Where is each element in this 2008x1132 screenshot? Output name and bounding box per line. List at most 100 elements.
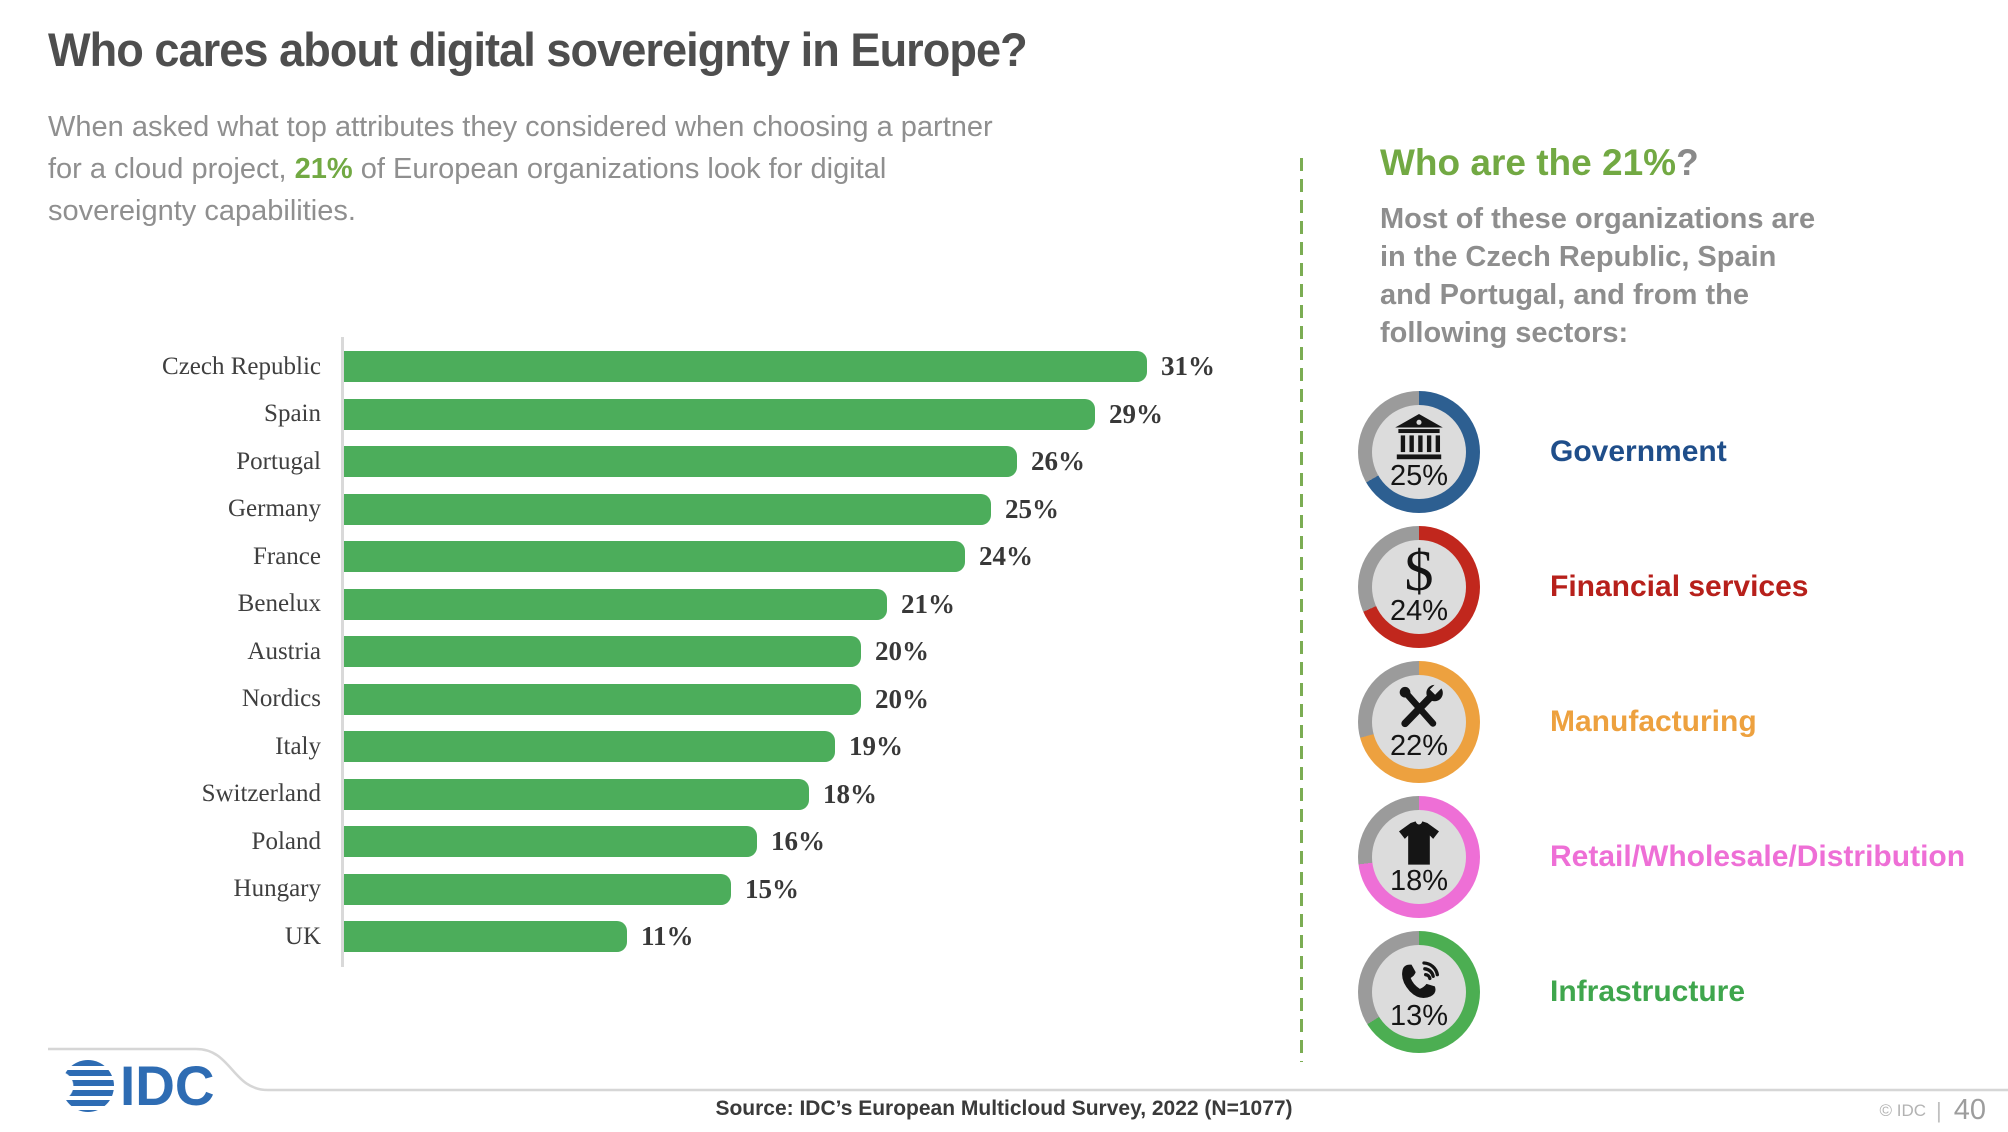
- chart-row: Czech Republic 31%: [48, 343, 1298, 391]
- bar-value: 31%: [1161, 351, 1215, 382]
- bar: [341, 636, 861, 668]
- bar-value: 11%: [641, 921, 694, 952]
- panel-description: Most of these organizations are in the C…: [1380, 200, 1980, 352]
- sector-ring: 22%: [1358, 661, 1480, 783]
- bank-icon: [1393, 412, 1445, 460]
- panel-description-line: in the Czech Republic, Spain: [1380, 241, 1777, 273]
- bar-value: 19%: [849, 731, 903, 762]
- chart-axis-line: [341, 337, 344, 967]
- sector-percentage: 24%: [1389, 595, 1449, 628]
- bar-label: Benelux: [237, 590, 321, 618]
- chart-row: Benelux 21%: [48, 581, 1298, 629]
- sector-ring-inner: 18%: [1372, 810, 1466, 904]
- bar-label: Nordics: [241, 685, 321, 713]
- bar: [341, 921, 627, 953]
- chart-row: UK 11%: [48, 913, 1298, 961]
- bar-label: France: [252, 542, 321, 570]
- idc-globe-icon: [62, 1060, 114, 1112]
- dashed-divider: [1300, 158, 1303, 1062]
- bar: [341, 541, 965, 573]
- chart-row: Hungary 15%: [48, 866, 1298, 914]
- bar-label: Portugal: [236, 447, 321, 475]
- subtitle-before: When asked what top attributes they cons…: [48, 111, 993, 186]
- bar: [341, 351, 1147, 383]
- bar-chart-rows: Czech Republic 31% Spain 29% Portugal 26…: [48, 343, 1298, 961]
- bar-label: UK: [284, 922, 321, 950]
- panel-heading: Who are the 21%?: [1380, 142, 1699, 184]
- tools-icon: [1394, 682, 1444, 730]
- sector-ring: 18%: [1358, 796, 1480, 918]
- sector-label: Infrastructure: [1550, 975, 1746, 1008]
- sector-item-retail: 18% Retail/Wholesale/Distribution: [1358, 796, 1965, 918]
- chart-row: Switzerland 18%: [48, 771, 1298, 819]
- sector-label: Government: [1550, 435, 1727, 468]
- chart-row: Portugal 26%: [48, 438, 1298, 486]
- bar-label: Czech Republic: [162, 352, 321, 380]
- sector-item-financial-services: $ 24% Financial services: [1358, 526, 1965, 648]
- sector-item-government: 25% Government: [1358, 391, 1965, 513]
- sector-percentage: 22%: [1389, 730, 1449, 763]
- sector-ring-inner: 25%: [1372, 405, 1466, 499]
- sector-percentage: 18%: [1389, 865, 1449, 898]
- bar: [341, 398, 1095, 430]
- source-text: Source: IDC’s European Multicloud Survey…: [715, 1097, 1293, 1120]
- copyright-separator: |: [1936, 1097, 1942, 1123]
- sector-item-manufacturing: 22% Manufacturing: [1358, 661, 1965, 783]
- bar-label: Switzerland: [201, 780, 321, 808]
- sector-ring: 13%: [1358, 931, 1480, 1053]
- sector-ring-inner: 13%: [1372, 945, 1466, 1039]
- bar: [341, 588, 887, 620]
- chart-row: Italy 19%: [48, 723, 1298, 771]
- bar: [341, 446, 1017, 478]
- copyright: © IDC | 40: [1879, 1094, 1986, 1127]
- bar-value: 16%: [771, 826, 825, 857]
- dollar-glyph: $: [1404, 538, 1434, 604]
- bar: [341, 493, 991, 525]
- bar-value: 25%: [1005, 493, 1059, 524]
- bar-value: 20%: [875, 636, 929, 667]
- sector-label: Manufacturing: [1550, 705, 1757, 738]
- chart-row: Austria 20%: [48, 628, 1298, 676]
- bar-label: Hungary: [233, 875, 321, 903]
- chart-row: Poland 16%: [48, 818, 1298, 866]
- bar-label: Germany: [227, 495, 321, 523]
- bar-value: 26%: [1031, 446, 1085, 477]
- subtitle-highlight: 21%: [294, 153, 353, 186]
- sector-percentage: 25%: [1389, 460, 1449, 493]
- bar-value: 20%: [875, 683, 929, 714]
- chart-row: Spain 29%: [48, 391, 1298, 439]
- sector-label: Financial services: [1550, 570, 1809, 603]
- chart-row: Nordics 20%: [48, 676, 1298, 724]
- sector-ring-inner: $ 24%: [1372, 540, 1466, 634]
- bar-value: 15%: [745, 873, 799, 904]
- bar-value: 24%: [979, 541, 1033, 572]
- panel-heading-text: Who are the 21%: [1380, 142, 1677, 183]
- chart-row: Germany 25%: [48, 486, 1298, 534]
- bar-label: Poland: [251, 827, 321, 855]
- page-number: 40: [1953, 1094, 1986, 1126]
- sector-ring-inner: 22%: [1372, 675, 1466, 769]
- panel-heading-question-mark: ?: [1676, 142, 1699, 183]
- footer-swoosh-line: [48, 1047, 2008, 1092]
- sector-ring: $ 24%: [1358, 526, 1480, 648]
- bar-label: Spain: [264, 400, 321, 428]
- dollar-icon: $: [1404, 538, 1434, 604]
- bar-label: Austria: [247, 637, 321, 665]
- bar-value: 29%: [1109, 398, 1163, 429]
- bar-chart: Czech Republic 31% Spain 29% Portugal 26…: [48, 337, 1298, 967]
- sector-percentage: 13%: [1389, 1000, 1449, 1033]
- bar: [341, 731, 835, 763]
- idc-logo: IDC: [62, 1058, 216, 1114]
- subtitle-after: of European organizations look for digit…: [48, 153, 887, 228]
- panel-description-line: and Portugal, and from the: [1380, 279, 1749, 311]
- panel-description-line: following sectors:: [1380, 317, 1629, 349]
- bar: [341, 778, 809, 810]
- phone-icon: [1394, 952, 1444, 1000]
- bar-value: 18%: [823, 778, 877, 809]
- copyright-text: © IDC: [1879, 1100, 1927, 1120]
- page-title: Who cares about digital sovereignty in E…: [48, 23, 1028, 76]
- tshirt-icon: [1394, 817, 1444, 865]
- sector-item-infrastructure: 13% Infrastructure: [1358, 931, 1965, 1053]
- subtitle: When asked what top attributes they cons…: [48, 106, 1013, 232]
